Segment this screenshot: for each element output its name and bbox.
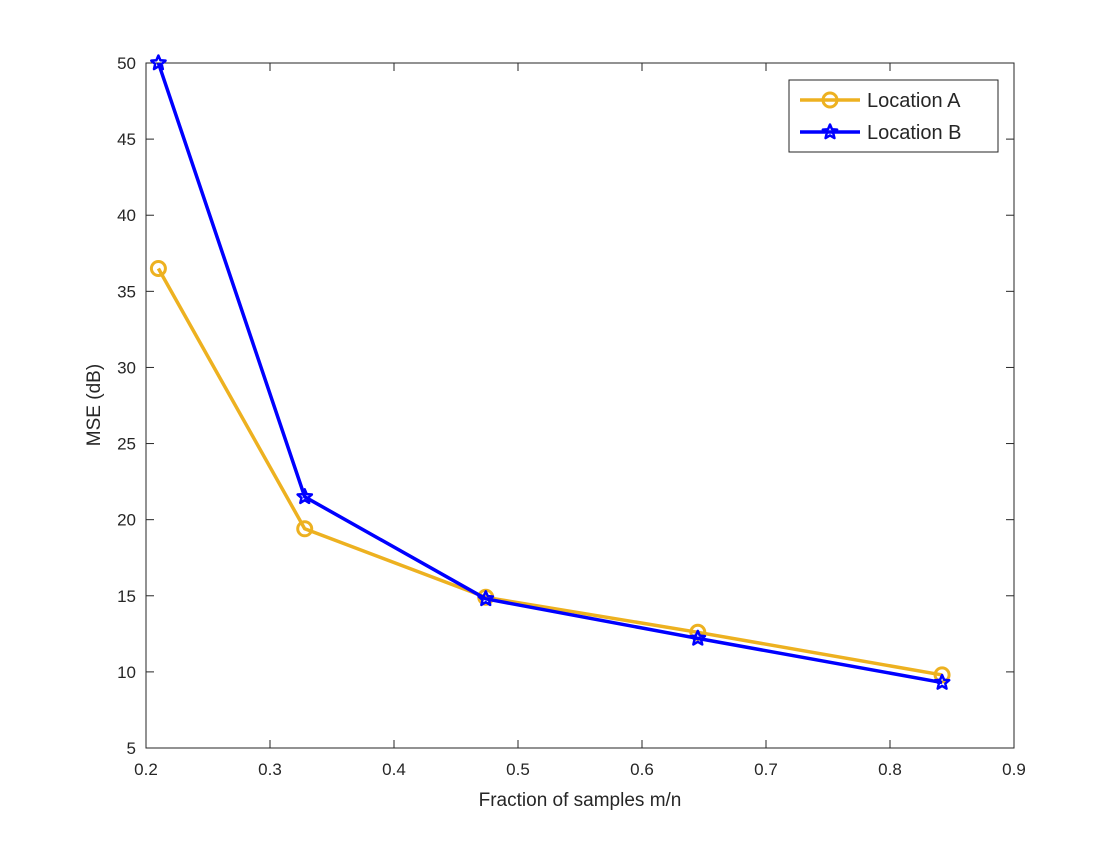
y-tick-label: 50: [117, 54, 136, 73]
y-tick-label: 5: [127, 739, 136, 758]
data-point: [296, 520, 314, 538]
y-axis-label: MSE (dB): [84, 364, 105, 446]
data-point: [689, 629, 707, 646]
y-tick-label: 25: [117, 435, 136, 454]
series-layer: [149, 54, 951, 690]
data-point: [477, 590, 495, 607]
data-point: [933, 673, 951, 690]
series-2: [150, 54, 951, 690]
legend-label: Location A: [867, 90, 961, 112]
series-line: [156, 62, 943, 685]
y-tick-label: 40: [117, 206, 136, 225]
x-tick-label: 0.7: [754, 760, 778, 779]
data-point: [296, 488, 314, 505]
x-tick-label: 0.2: [134, 760, 158, 779]
x-tick-label: 0.3: [258, 760, 282, 779]
legend-entry: Location B: [800, 122, 962, 144]
y-tick-label: 15: [117, 587, 136, 606]
legend: Location A Location B: [788, 79, 999, 153]
y-tick-label: 30: [117, 358, 136, 377]
x-axis-label: Fraction of samples m/n: [479, 790, 682, 811]
plot-area: [145, 62, 1015, 749]
y-tick-label: 45: [117, 130, 136, 149]
x-tick-label: 0.4: [382, 760, 406, 779]
legend-marker: [821, 91, 839, 109]
x-tick-label: 0.6: [630, 760, 654, 779]
data-point: [150, 54, 167, 71]
legend-entry: Location A: [800, 90, 961, 112]
y-tick-label: 35: [117, 282, 136, 301]
x-tick-label: 0.8: [878, 760, 902, 779]
legend-marker: [821, 123, 839, 140]
y-tick-label: 20: [117, 511, 136, 530]
x-tick-label: 0.9: [1002, 760, 1026, 779]
x-tick-label: 0.5: [506, 760, 530, 779]
y-tick-label: 10: [117, 663, 136, 682]
axis-ticks: 0.2 0.3 0.4 0.5 0.6 0.7 0.8 0.9 5 10 15 20 25 30 35 40 4…: [117, 54, 1026, 779]
legend-box: [788, 79, 999, 153]
data-point: [149, 260, 167, 277]
legend-label: Location B: [867, 122, 962, 144]
